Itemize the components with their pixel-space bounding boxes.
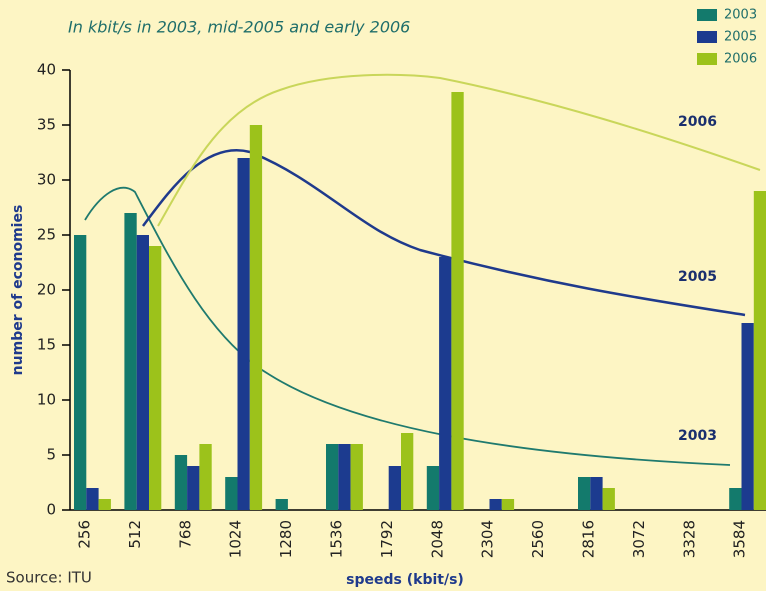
x-tick-label: 768 (176, 520, 194, 549)
trend-curve-2005 (141, 149, 746, 317)
legend-swatch (697, 9, 717, 21)
y-tick-label: 30 (37, 171, 56, 189)
bar (753, 191, 766, 510)
x-tick-label: 2048 (428, 520, 446, 558)
y-tick-label: 25 (37, 226, 56, 244)
y-axis-label: number of economies (10, 205, 26, 376)
bar (501, 499, 515, 510)
legend-label: 2003 (724, 8, 757, 23)
bar (489, 499, 502, 510)
bar (124, 213, 137, 510)
x-tick-label: 1024 (227, 520, 245, 558)
bar (578, 477, 591, 510)
trend-curve-2003 (84, 186, 731, 466)
trend-curve-2006 (157, 73, 761, 227)
y-tick-label: 40 (37, 61, 56, 79)
x-tick-label: 256 (76, 520, 94, 549)
x-tick-label: 2560 (529, 520, 547, 558)
legend-label: 2006 (724, 52, 757, 67)
bar (338, 444, 351, 510)
bar (249, 125, 263, 510)
y-tick-label: 10 (37, 391, 56, 409)
x-tick-label: 3072 (630, 520, 648, 558)
x-tick-label: 2304 (479, 520, 497, 558)
trend-label: 2006 (678, 114, 717, 130)
x-tick-label: 512 (126, 520, 144, 549)
bar (426, 466, 440, 510)
chart-title: In kbit/s in 2003, mid-2005 and early 20… (68, 18, 410, 37)
x-tick-label: 3328 (680, 520, 698, 558)
x-tick-label: 2816 (580, 520, 598, 558)
legend-swatch (697, 53, 717, 65)
source-note: Source: ITU (6, 569, 92, 587)
x-tick-label: 1792 (378, 520, 396, 558)
bar (86, 488, 99, 510)
legend-swatch (697, 31, 717, 43)
bar (98, 499, 111, 510)
bar (741, 323, 754, 510)
bar (602, 488, 615, 510)
bar (174, 455, 188, 510)
bar (74, 235, 87, 510)
bar (187, 466, 200, 510)
trend-label: 2005 (678, 269, 717, 285)
legend-label: 2005 (724, 30, 757, 45)
bar (225, 477, 238, 510)
y-tick-label: 35 (37, 116, 56, 134)
y-tick-label: 15 (37, 336, 56, 354)
bar (237, 158, 250, 510)
bar (451, 92, 464, 510)
x-tick-label: 1536 (328, 520, 346, 558)
trend-label: 2003 (678, 428, 717, 444)
y-tick-label: 20 (37, 281, 56, 299)
bar (388, 466, 401, 510)
y-tick-label: 5 (46, 446, 56, 464)
bar (729, 488, 742, 510)
bar (136, 235, 149, 510)
bar (199, 444, 212, 510)
x-tick-label: 1280 (277, 520, 295, 558)
bar (590, 477, 603, 510)
bar (350, 444, 363, 510)
bar (149, 246, 162, 510)
x-tick-label: 3584 (731, 520, 749, 558)
bar (401, 433, 414, 510)
bar (275, 499, 288, 510)
bar (326, 444, 339, 510)
x-axis-label: speeds (kbit/s) (346, 572, 464, 588)
bar (439, 257, 452, 510)
y-tick-label: 0 (46, 501, 56, 519)
